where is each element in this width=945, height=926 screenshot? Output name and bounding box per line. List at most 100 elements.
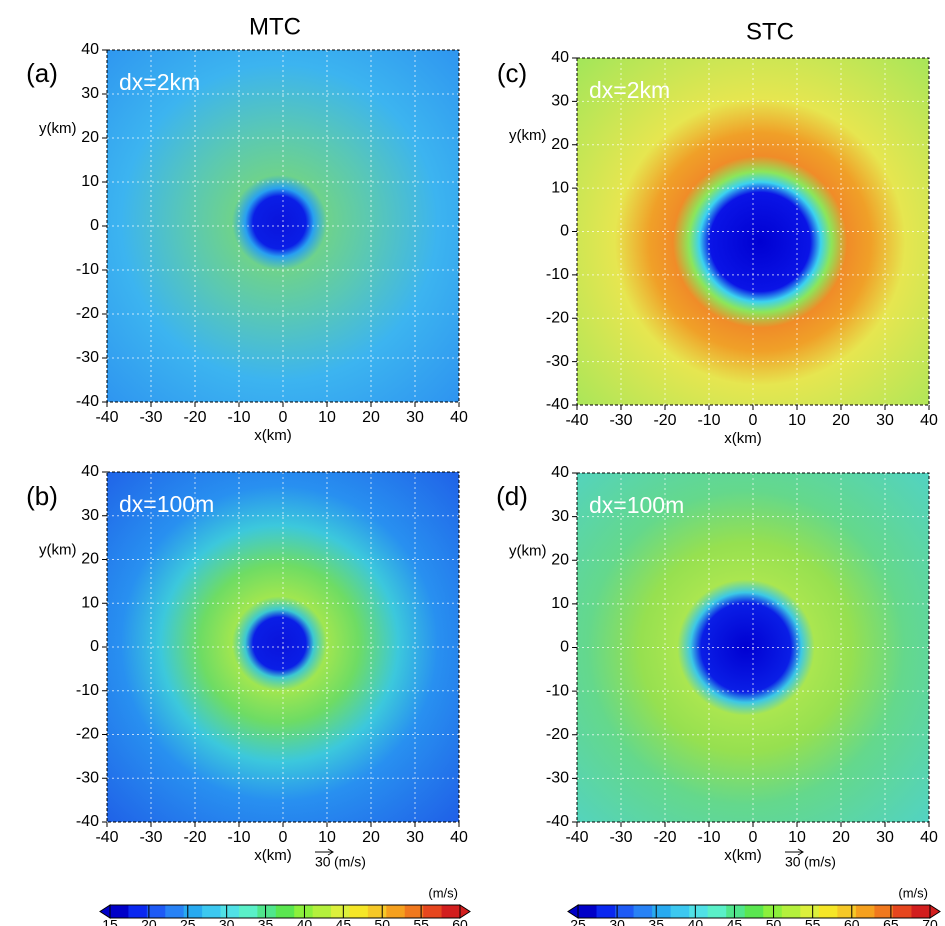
colorbar-bin (312, 905, 332, 918)
y-tick-label: 0 (90, 217, 99, 234)
colorbar-bin (670, 905, 690, 918)
y-tick-label: -10 (546, 266, 569, 283)
x-tick-label: 10 (318, 409, 336, 426)
colorbar-tick-label: 70 (922, 917, 938, 926)
y-tick-label: 10 (551, 595, 569, 612)
colorbar-bin (689, 905, 709, 918)
resolution-label: dx=2km (589, 77, 670, 103)
colorbar-tick-label: 50 (374, 917, 390, 926)
colorbar-bin (596, 905, 616, 918)
colorbar-bin (220, 905, 240, 918)
vector-key-head (327, 848, 334, 856)
colorbar-bin (441, 905, 461, 918)
colorbar-bin (386, 905, 406, 918)
x-tick-label: -20 (183, 409, 206, 426)
y-tick-label: -10 (76, 682, 99, 699)
colorbar-tick-label: 35 (258, 917, 274, 926)
x-axis-label: x(km) (254, 847, 292, 864)
y-tick-label: 10 (81, 594, 99, 611)
colorbar-bin (202, 905, 222, 918)
y-tick-label: -40 (546, 813, 569, 830)
colorbar-tick-label: 30 (219, 917, 235, 926)
colorbar-bin (349, 905, 369, 918)
colorbar-bin (578, 905, 598, 918)
x-axis-label: x(km) (254, 427, 292, 444)
x-tick-label: 30 (876, 412, 894, 429)
colorbar-bin (275, 905, 295, 918)
x-axis-label: x(km) (724, 847, 762, 864)
panel-title: STC (746, 18, 794, 45)
x-tick-label: 20 (832, 829, 850, 846)
x-tick-label: 20 (362, 409, 380, 426)
y-tick-label: -20 (546, 309, 569, 326)
x-tick-label: -40 (95, 829, 118, 846)
colorbar-bin (652, 905, 672, 918)
plot-frame (106, 471, 460, 823)
colorbar-bin (331, 905, 350, 918)
colorbar-tick-label: 25 (570, 917, 586, 926)
colorbar-tick-label: 35 (648, 917, 664, 926)
y-tick-label: -30 (76, 349, 99, 366)
colorbar-tick-label: 25 (180, 917, 196, 926)
y-axis-label: y(km) (509, 127, 547, 144)
plot-frame (106, 49, 460, 403)
y-tick-label: 30 (551, 508, 569, 525)
colorbar-bin (633, 905, 653, 918)
x-tick-label: -40 (565, 412, 588, 429)
y-axis-label: y(km) (39, 120, 77, 137)
y-tick-label: -40 (76, 393, 99, 410)
x-tick-label: -30 (609, 412, 632, 429)
colorbar-bin (128, 905, 148, 918)
x-tick-label: -30 (609, 829, 632, 846)
resolution-label: dx=100m (589, 492, 684, 518)
colorbar-bin (781, 905, 801, 918)
x-tick-label: 20 (362, 829, 380, 846)
y-tick-label: 0 (560, 223, 569, 240)
vector-key-head (797, 848, 804, 856)
y-tick-label: 20 (551, 551, 569, 568)
x-tick-label: 0 (279, 829, 288, 846)
x-tick-label: -30 (139, 829, 162, 846)
y-axis-label: y(km) (39, 542, 77, 559)
colorbar-tick-label: 30 (609, 917, 625, 926)
colorbar-bin (855, 905, 875, 918)
colorbar-bin (165, 905, 185, 918)
colorbar-bin (146, 905, 166, 918)
y-tick-label: 40 (81, 41, 99, 58)
y-tick-label: 30 (81, 85, 99, 102)
y-tick-label: -10 (76, 261, 99, 278)
x-tick-label: 40 (450, 409, 468, 426)
vector-key-value: 30 (315, 854, 331, 870)
colorbar-tick-label: 45 (336, 917, 352, 926)
colorbar-bin (238, 905, 258, 918)
colorbar-tick-label: 20 (141, 917, 157, 926)
colorbar-tick-label: 50 (766, 917, 782, 926)
x-tick-label: -30 (139, 409, 162, 426)
colorbar-bin (707, 905, 727, 918)
y-tick-label: -10 (546, 682, 569, 699)
colorbar-tick-label: 40 (688, 917, 704, 926)
x-tick-label: 20 (832, 412, 850, 429)
colorbar-tick-label: 15 (102, 917, 118, 926)
colorbar-bin (615, 905, 635, 918)
panel-label: (d) (496, 481, 528, 511)
panel-title: MTC (249, 13, 301, 40)
y-tick-label: 20 (551, 136, 569, 153)
x-axis-label: x(km) (724, 430, 762, 447)
y-tick-label: 10 (551, 179, 569, 196)
x-tick-label: -40 (565, 829, 588, 846)
colorbar-tick-label: 60 (452, 917, 468, 926)
colorbar-unit: (m/s) (428, 885, 458, 900)
y-tick-label: -30 (546, 770, 569, 787)
vector-key-unit: (m/s) (804, 854, 836, 870)
x-tick-label: 0 (749, 412, 758, 429)
x-tick-label: -10 (227, 829, 250, 846)
colorbar-bin (800, 905, 820, 918)
panel-label: (b) (26, 481, 58, 511)
colorbar-bin (874, 905, 894, 918)
resolution-label: dx=2km (119, 69, 200, 95)
x-tick-label: -40 (95, 409, 118, 426)
y-axis-label: y(km) (509, 542, 547, 559)
colorbar-bin (294, 905, 314, 918)
